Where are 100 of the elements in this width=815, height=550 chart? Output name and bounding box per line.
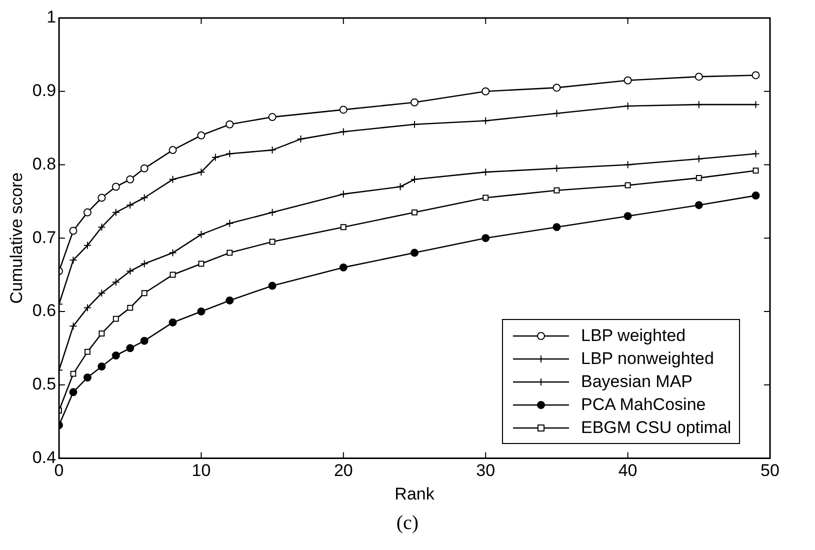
point [269,238,276,245]
point [694,154,703,163]
y-tick-label: 0.5 [32,374,56,394]
point [624,160,632,169]
legend-label: PCA MahCosine [581,394,706,415]
point [482,168,490,176]
point [339,106,348,114]
legend-label: LBP nonweighted [581,348,714,369]
point [410,120,419,128]
point [140,336,148,345]
point [168,318,177,326]
y-tick-label: 0.8 [32,154,56,174]
point [112,316,119,322]
point [752,100,760,109]
point [554,187,560,194]
x-tick-label: 0 [54,461,64,480]
point [98,362,106,370]
point [624,212,632,220]
point [482,194,489,201]
point [141,290,148,296]
point [140,194,148,202]
point [69,226,78,235]
point [624,76,632,84]
point [168,175,177,184]
point [112,351,120,360]
point [83,304,92,312]
point [112,208,120,216]
point [83,208,92,216]
point [69,256,78,264]
point [112,182,120,191]
point [126,175,134,184]
point [226,150,234,158]
point [752,150,760,158]
point [694,201,703,210]
y-axis-title: Cumulative score [6,172,26,304]
point [339,263,348,272]
point [98,330,105,336]
point [396,182,404,191]
point [98,223,106,232]
point [624,182,631,188]
point [412,209,418,216]
point [127,304,134,311]
point [70,370,76,377]
y-tick-label: 1 [46,8,56,27]
point [168,248,177,257]
point [168,146,177,154]
point [126,344,134,352]
point [339,128,348,136]
point [211,153,220,162]
point [69,322,78,330]
point [752,192,760,200]
point [140,164,148,172]
x-tick-label: 40 [618,461,638,480]
point [98,289,106,298]
point [126,201,134,210]
point [482,234,490,242]
point [226,250,233,256]
point [410,98,419,106]
point [84,348,90,355]
point [552,164,561,172]
point [482,116,490,125]
y-tick-label: 0.6 [32,301,56,320]
x-tick-label: 20 [334,461,353,480]
legend-label: Bayesian MAP [581,372,692,392]
point [140,260,148,268]
x-tick-label: 50 [760,461,780,480]
point [339,190,348,198]
x-axis-title: Rank [394,484,435,504]
point [552,84,561,92]
point [340,224,346,230]
point [268,113,276,122]
point [552,109,561,118]
point [197,131,206,140]
y-tick-label: 0.4 [32,448,56,467]
point [98,194,106,202]
point [410,248,419,257]
point [198,260,204,267]
point [112,278,120,286]
point [552,223,561,232]
point [226,296,234,304]
x-tick-label: 30 [476,461,496,480]
point [268,208,276,216]
point [69,388,78,396]
point [170,272,176,278]
point [482,87,490,96]
point [197,230,206,238]
point [83,241,92,250]
point [752,71,760,80]
y-tick-label: 0.7 [32,228,56,247]
y-tick-label: 0.9 [32,81,56,100]
point [197,307,206,316]
point [296,135,305,144]
point [752,168,759,174]
legend-label: LBP weighted [581,326,686,346]
text: (c) [395,512,420,535]
legend-label: EBGM CSU optimal [581,418,732,438]
point [694,100,703,109]
point [694,72,703,81]
point [226,219,234,228]
point [410,175,419,184]
